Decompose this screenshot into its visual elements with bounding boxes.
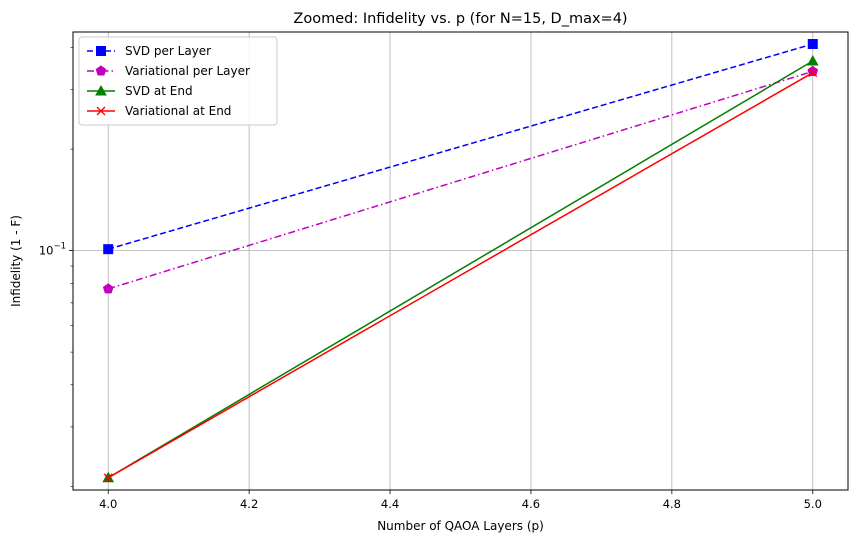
series-line <box>107 72 814 479</box>
legend-entry: Variational per Layer <box>87 64 250 78</box>
series-line <box>108 43 813 250</box>
legend-entry: SVD at End <box>87 84 193 98</box>
x-tick-label: 4.0 <box>99 497 117 511</box>
legend-box <box>78 36 278 126</box>
x-tick-label: 4.2 <box>240 497 258 511</box>
series-line <box>108 70 813 290</box>
legend-label: SVD at End <box>125 84 193 98</box>
legend-entry: SVD per Layer <box>87 44 211 58</box>
legend-swatch-marker <box>96 46 106 56</box>
legend-label: SVD per Layer <box>125 44 211 58</box>
data-point <box>102 283 114 294</box>
y-axis-label: Infidelity (1 - F) <box>9 215 23 307</box>
data-point <box>103 244 114 255</box>
data-point <box>103 473 113 483</box>
series-2 <box>102 65 819 294</box>
x-axis-label: Number of QAOA Layers (p) <box>377 519 544 533</box>
x-tick-label: 4.8 <box>663 497 681 511</box>
legend-swatch-marker <box>95 84 107 96</box>
legend-swatch-marker <box>95 65 107 76</box>
plot-frame <box>72 31 849 491</box>
y-tick-label: 10−1 <box>39 242 66 258</box>
series-4 <box>103 68 818 483</box>
chart-title: Zoomed: Infidelity vs. p (for N=15, D_ma… <box>293 11 627 27</box>
data-point <box>806 54 819 66</box>
data-point <box>807 38 818 49</box>
series-group <box>102 38 819 483</box>
data-point <box>808 68 818 78</box>
legend-swatch-marker <box>96 106 106 116</box>
legend: SVD per Layer Variational per Layer SVD at… <box>78 36 278 126</box>
x-tick-label: 4.6 <box>522 497 540 511</box>
series-1 <box>103 38 818 255</box>
series-line <box>107 60 814 479</box>
legend-label: Variational at End <box>125 104 231 118</box>
x-tick-label: 4.4 <box>381 497 399 511</box>
x-tick-label: 5.0 <box>804 497 822 511</box>
legend-entry: Variational at End <box>87 104 231 118</box>
legend-label: Variational per Layer <box>125 64 250 78</box>
